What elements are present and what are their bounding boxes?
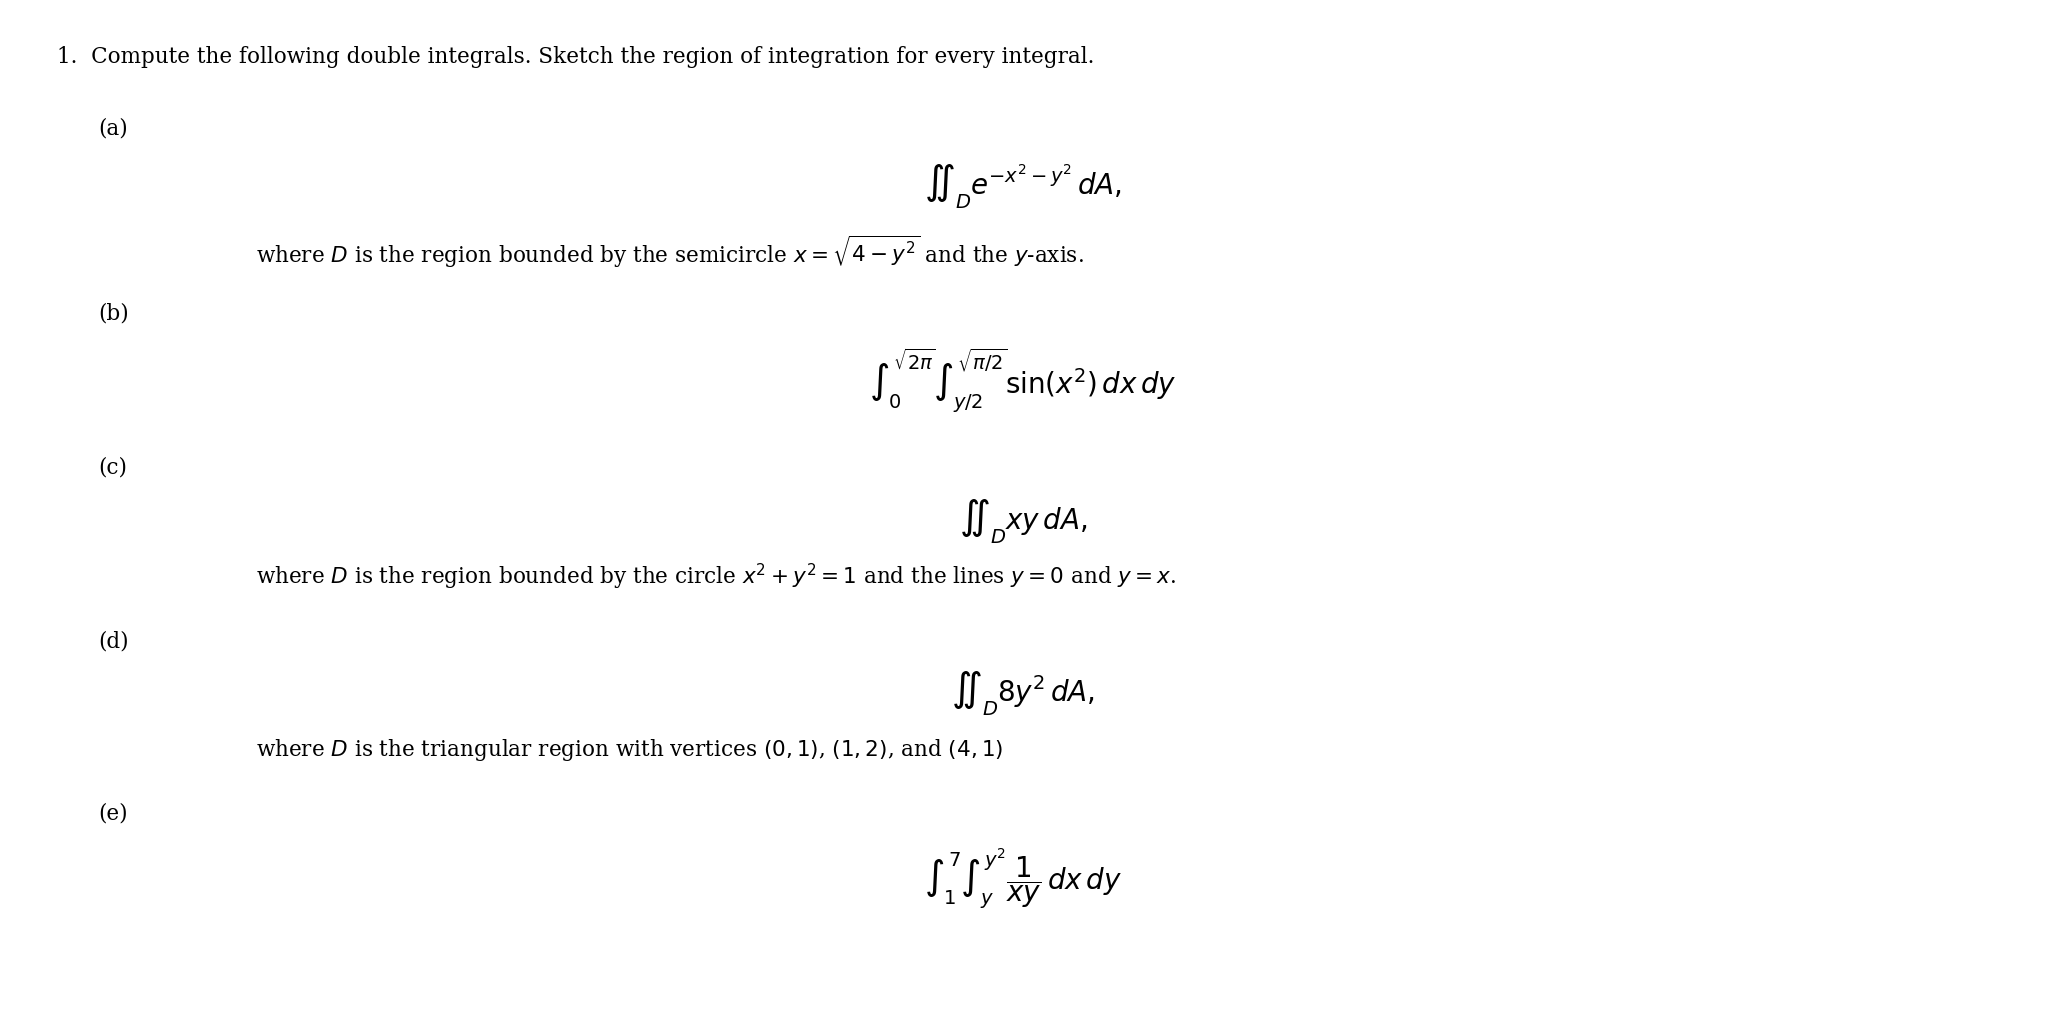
Text: (b): (b) (98, 303, 129, 324)
Text: $\int_{1}^{7} \int_{y}^{y^2} \dfrac{1}{xy}\, dx\, dy$: $\int_{1}^{7} \int_{y}^{y^2} \dfrac{1}{x… (925, 846, 1121, 910)
Text: (a): (a) (98, 118, 129, 140)
Text: where $D$ is the region bounded by the circle $x^2 + y^2 = 1$ and the lines $y =: where $D$ is the region bounded by the c… (256, 562, 1176, 592)
Text: (d): (d) (98, 631, 129, 653)
Text: $\iint_{D} xy\, dA,$: $\iint_{D} xy\, dA,$ (960, 498, 1086, 546)
Text: $\iint_{D} e^{-x^2-y^2}\, dA,$: $\iint_{D} e^{-x^2-y^2}\, dA,$ (925, 162, 1121, 210)
Text: 1.  Compute the following double integrals. Sketch the region of integration for: 1. Compute the following double integral… (57, 46, 1095, 68)
Text: (e): (e) (98, 802, 127, 824)
Text: (c): (c) (98, 457, 127, 478)
Text: where $D$ is the region bounded by the semicircle $x = \sqrt{4-y^2}$ and the $y$: where $D$ is the region bounded by the s… (256, 234, 1084, 270)
Text: $\iint_{D} 8y^2\, dA,$: $\iint_{D} 8y^2\, dA,$ (951, 670, 1095, 718)
Text: where $D$ is the triangular region with vertices $(0,1)$, $(1,2)$, and $(4,1)$: where $D$ is the triangular region with … (256, 737, 1003, 762)
Text: $\int_{0}^{\sqrt{2\pi}} \int_{y/2}^{\sqrt{\pi/2}} \sin(x^2)\, dx\, dy$: $\int_{0}^{\sqrt{2\pi}} \int_{y/2}^{\sqr… (870, 346, 1176, 413)
